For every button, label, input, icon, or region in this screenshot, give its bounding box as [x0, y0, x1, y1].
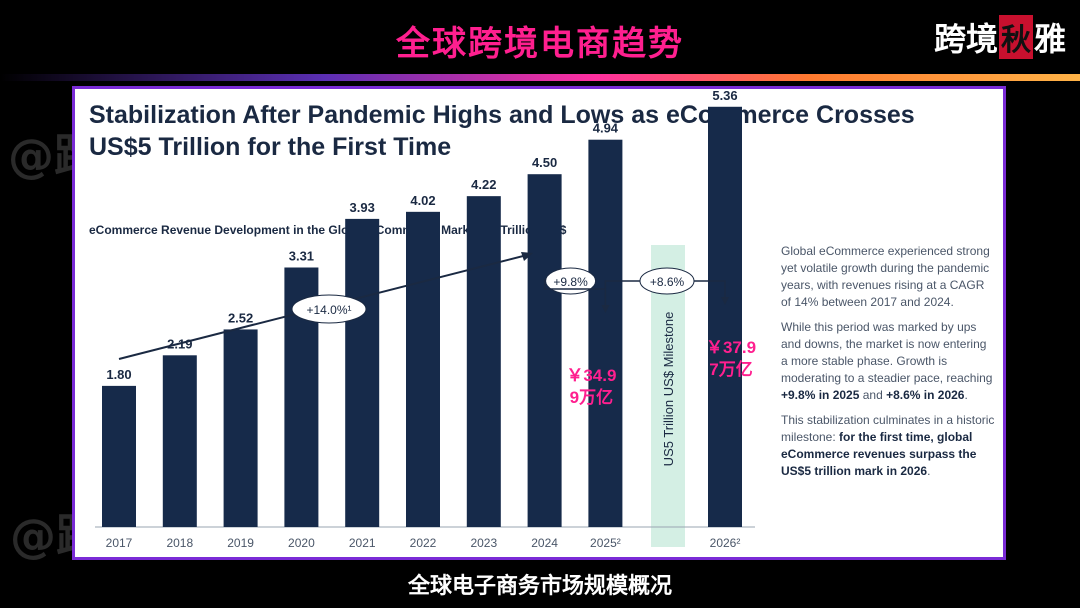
bar-2023 — [466, 196, 501, 527]
side-text: Global eCommerce experienced strong yet … — [781, 243, 995, 488]
chart-title: eCommerce Revenue Development in the Glo… — [89, 223, 567, 237]
side-paragraph-1: Global eCommerce experienced strong yet … — [781, 244, 990, 309]
x-tick-label: 2021 — [349, 536, 376, 550]
bar-2019 — [223, 329, 258, 527]
bar-chart: US5 Trillion US$ Milestone1.8020172.1920… — [95, 89, 756, 550]
side-p2-bold-2: +8.6% in 2026 — [886, 388, 965, 402]
x-tick-label: 2017 — [106, 536, 133, 550]
growth-2026-label: +8.6% — [650, 275, 685, 289]
cagr-label: +14.0%¹ — [306, 303, 351, 317]
value-label: 2.52 — [228, 310, 253, 325]
x-tick-label: 2020 — [288, 536, 315, 550]
x-tick-label: 2026² — [710, 536, 741, 550]
side-paragraph-3: This stabilization culminates in a histo… — [781, 412, 995, 480]
side-p3-text-2: . — [927, 464, 931, 478]
cny-2026-line2: 7万亿 — [709, 359, 752, 379]
side-p3-bold: for the first time, global eCommerce rev… — [781, 430, 977, 478]
value-label: 5.36 — [712, 89, 737, 103]
x-tick-label: 2023 — [470, 536, 497, 550]
bar-2024 — [527, 174, 562, 527]
side-p2-bold-1: +9.8% in 2025 — [781, 388, 860, 402]
page-title: 全球跨境电商趋势 — [396, 24, 684, 64]
x-tick-label: 2022 — [410, 536, 437, 550]
headline-line-2: US$5 Trillion for the First Time — [89, 133, 452, 161]
side-p2-text-3: . — [964, 388, 968, 402]
cny-2025-line1: ￥34.9 — [566, 366, 616, 385]
side-p3-text: This stabilization culminates in a histo… — [781, 413, 995, 444]
bar-2021 — [345, 218, 380, 527]
x-tick-label: 2024 — [531, 536, 558, 550]
brand-seal: 秋 — [998, 15, 1033, 59]
value-label: 3.31 — [289, 248, 314, 263]
decorative-gradient-line — [0, 74, 1080, 81]
x-tick-label: 2018 — [166, 536, 193, 550]
growth-2026-connector-left — [604, 280, 640, 289]
brand-text-1: 跨境 — [933, 20, 998, 58]
bar-2022 — [406, 211, 440, 527]
value-label: 4.50 — [532, 155, 557, 170]
growth-2025-connector — [543, 279, 607, 309]
cny-2025-line2: 9万亿 — [570, 387, 613, 407]
growth-2026-arrowhead — [721, 297, 729, 305]
bar-2025² — [588, 139, 623, 528]
growth-2025-bubble — [545, 267, 597, 295]
bottom-caption: 全球电子商务市场规模概况 — [407, 574, 672, 599]
x-tick-label: 2025² — [590, 536, 621, 550]
value-label: 4.94 — [593, 121, 619, 136]
headline-line-1: Stabilization After Pandemic Highs and L… — [89, 101, 915, 129]
value-label: 4.02 — [410, 193, 435, 208]
bar-2026² — [708, 106, 742, 527]
slide-card: Stabilization After Pandemic Highs and L… — [72, 86, 1006, 560]
milestone-band — [651, 245, 685, 547]
side-p2-text: While this period was marked by ups and … — [781, 320, 993, 385]
cagr-arrowhead — [521, 252, 533, 261]
side-paragraph-2: While this period was marked by ups and … — [781, 319, 995, 404]
side-p2-text-2: and — [859, 388, 887, 402]
value-label: 3.93 — [350, 200, 375, 215]
cny-2026-line1: ￥37.9 — [706, 338, 756, 357]
milestone-label: US5 Trillion US$ Milestone — [661, 312, 676, 467]
growth-2025-label: +9.8% — [553, 275, 588, 289]
value-label: 4.22 — [471, 177, 496, 192]
bar-2018 — [162, 355, 197, 527]
x-tick-label: 2019 — [227, 536, 254, 550]
bar-2017 — [102, 385, 136, 527]
value-label: 1.80 — [106, 367, 131, 382]
slide-headline: Stabilization After Pandemic Highs and L… — [89, 99, 989, 163]
growth-2026-connector-right — [694, 280, 726, 301]
growth-2025-arrowhead — [601, 305, 610, 313]
brand-logo: 跨境 秋 雅 — [934, 14, 1066, 60]
cagr-bubble — [291, 294, 367, 324]
brand-text-2: 雅 — [1033, 20, 1066, 58]
